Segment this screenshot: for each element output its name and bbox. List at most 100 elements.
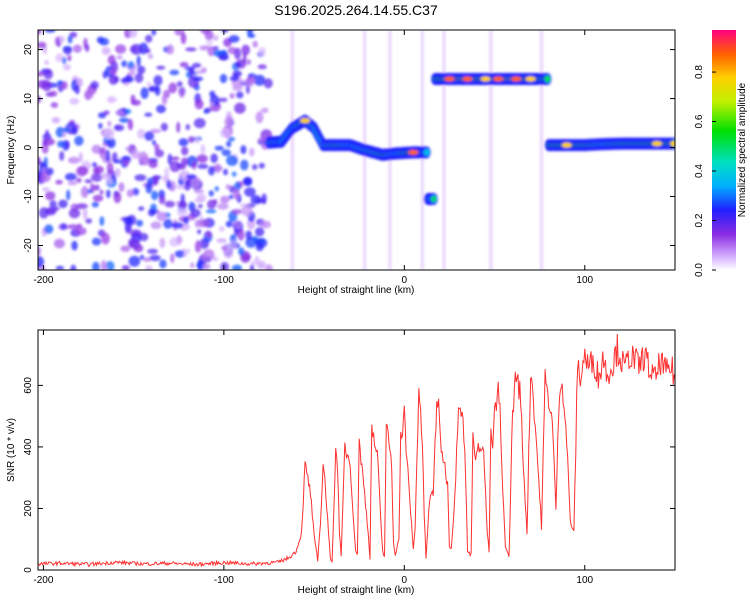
- noise-speckle: [158, 195, 166, 205]
- noise-speckle: [115, 44, 127, 54]
- noise-speckle: [259, 220, 271, 229]
- noise-speckle: [232, 85, 244, 92]
- noise-speckle: [120, 245, 131, 252]
- noise-speckle: [64, 173, 77, 181]
- noise-speckle: [147, 53, 153, 59]
- ridge-peak: [511, 76, 522, 82]
- noise-speckle: [168, 82, 178, 94]
- noise-speckle: [101, 46, 111, 56]
- noise-speckle: [58, 199, 68, 209]
- noise-speckle: [178, 201, 187, 209]
- noise-speckle: [75, 203, 88, 210]
- noise-speckle: [161, 94, 168, 105]
- noise-speckle: [177, 205, 188, 217]
- colorbar-label: Normalized spectral amplitude: [737, 82, 748, 217]
- noise-speckle: [185, 124, 190, 131]
- noise-speckle: [138, 206, 145, 211]
- noise-speckle: [166, 44, 174, 55]
- noise-speckle: [226, 140, 232, 148]
- y-tick-label: 0: [23, 144, 34, 150]
- noise-speckle: [103, 110, 110, 115]
- colorbar-tick-label: 0.4: [694, 164, 705, 178]
- noise-speckle: [51, 117, 61, 124]
- noise-speckle: [130, 94, 136, 105]
- noise-speckle: [185, 47, 197, 52]
- noise-speckle: [156, 65, 166, 70]
- noise-speckle: [66, 189, 71, 201]
- noise-speckle: [233, 188, 240, 200]
- noise-speckle: [210, 102, 215, 107]
- noise-speckle: [84, 179, 93, 184]
- noise-speckle: [67, 224, 79, 230]
- noise-speckle: [184, 181, 191, 191]
- noise-speckle: [113, 124, 125, 131]
- noise-speckle: [197, 259, 203, 270]
- noise-speckle: [183, 216, 190, 225]
- x-tick-label: -200: [33, 275, 53, 286]
- spectral-streak: [489, 30, 493, 270]
- noise-speckle: [257, 64, 267, 70]
- ridge-peak: [493, 76, 504, 82]
- noise-speckle: [151, 30, 157, 36]
- noise-speckle: [213, 49, 222, 57]
- noise-speckle: [191, 161, 197, 170]
- noise-speckle: [221, 149, 231, 157]
- noise-speckle: [38, 246, 41, 256]
- noise-speckle: [153, 175, 159, 186]
- noise-speckle: [94, 184, 100, 191]
- noise-speckle: [105, 261, 115, 270]
- noise-speckle: [196, 154, 208, 163]
- noise-speckle: [240, 159, 249, 171]
- noise-speckle: [147, 208, 156, 217]
- noise-speckle: [45, 191, 56, 201]
- noise-speckle: [217, 202, 229, 210]
- noise-speckle: [143, 257, 151, 262]
- noise-speckle: [109, 68, 117, 76]
- noise-speckle: [45, 129, 50, 137]
- noise-speckle: [49, 200, 57, 209]
- noise-speckle: [171, 222, 184, 229]
- ridge-peak: [652, 141, 662, 147]
- noise-speckle: [38, 71, 44, 77]
- y-tick-label: 200: [23, 500, 34, 517]
- noise-speckle: [85, 218, 93, 224]
- x-tick-label: -200: [33, 575, 53, 586]
- noise-speckle: [249, 264, 255, 270]
- noise-speckle: [135, 219, 144, 227]
- noise-speckle: [241, 44, 250, 56]
- noise-speckle: [140, 87, 149, 99]
- noise-speckle: [144, 131, 155, 141]
- noise-speckle: [84, 44, 90, 52]
- noise-speckle: [65, 122, 77, 135]
- noise-speckle: [86, 189, 93, 194]
- y-tick-label: 0: [23, 567, 34, 573]
- noise-speckle: [151, 190, 159, 201]
- noise-speckle: [134, 72, 144, 83]
- noise-speckle: [116, 55, 123, 60]
- noise-speckle: [234, 62, 242, 67]
- noise-speckle: [180, 32, 187, 45]
- noise-speckle: [145, 182, 153, 194]
- noise-speckle: [244, 187, 256, 197]
- noise-speckle: [129, 30, 138, 38]
- noise-speckle: [180, 193, 185, 204]
- spectral-streak: [442, 30, 446, 270]
- noise-speckle: [49, 90, 58, 97]
- noise-speckle: [194, 240, 202, 253]
- noise-speckle: [194, 219, 201, 228]
- x-tick-label: 100: [576, 575, 593, 586]
- noise-speckle: [220, 127, 231, 139]
- noise-speckle: [76, 177, 82, 183]
- ridge-peak: [462, 76, 473, 82]
- noise-speckle: [99, 216, 105, 227]
- noise-speckle: [149, 254, 161, 262]
- noise-speckle: [82, 208, 88, 220]
- noise-speckle: [234, 47, 242, 60]
- spectrogram-x-label: Height of straight line (km): [298, 285, 415, 296]
- noise-speckle: [194, 197, 205, 203]
- noise-speckle: [42, 187, 50, 192]
- colorbar-tick-label: 0.0: [694, 263, 705, 277]
- noise-speckle: [226, 155, 238, 166]
- noise-speckle: [178, 138, 189, 147]
